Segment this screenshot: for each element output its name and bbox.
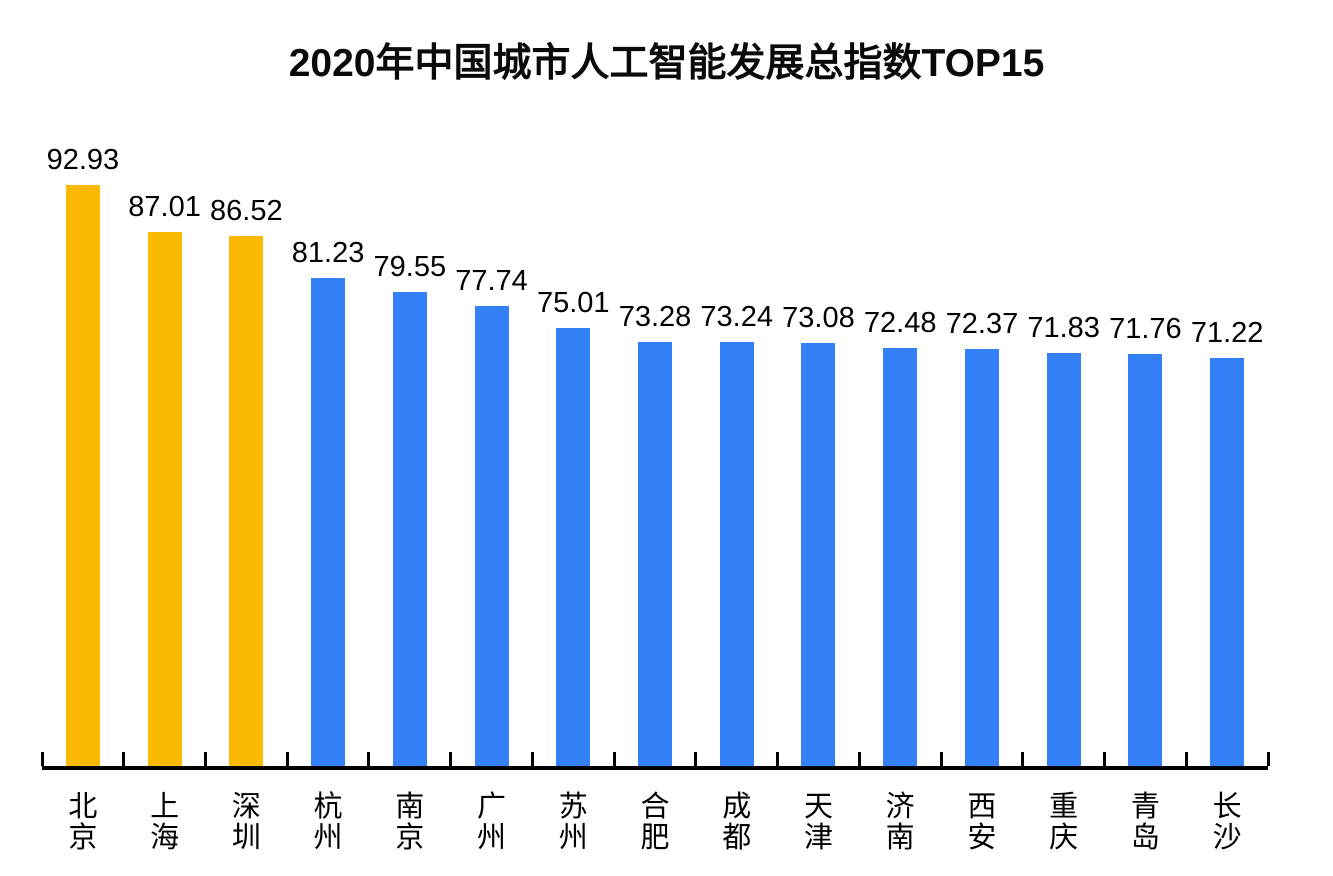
x-category-label: 重庆 [1049,791,1079,854]
value-label: 71.76 [1109,312,1182,345]
bar [65,185,100,766]
x-category-label: 西安 [967,791,997,854]
x-category-label: 天津 [803,791,833,854]
bar [801,343,836,766]
value-label: 92.93 [46,144,120,177]
x-category-label: 长沙 [1212,791,1242,854]
value-label: 86.52 [210,195,283,228]
value-label: 81.23 [291,237,365,270]
x-axis-tick [1021,752,1025,766]
value-label: 73.08 [782,302,855,335]
x-axis-line [42,766,1268,770]
value-label: 73.28 [618,300,692,333]
bar [964,349,999,766]
x-axis-tick [40,752,44,766]
x-axis-tick [203,752,207,766]
x-axis-tick [1184,752,1188,766]
bar [474,306,509,766]
value-label: 87.01 [128,191,201,224]
x-axis-tick [122,752,126,766]
x-category-label: 上海 [150,791,180,854]
bar [883,348,918,766]
x-category-label: 深圳 [231,791,261,854]
bar [556,327,591,766]
x-axis-tick [612,752,616,766]
x-axis-tick [1103,752,1107,766]
x-axis-tick [857,752,861,766]
value-label: 72.37 [945,308,1019,340]
x-category-label: 苏州 [558,791,588,854]
bar [147,232,182,766]
value-label: 73.24 [700,301,773,334]
value-label: 75.01 [536,286,610,319]
value-label: 71.22 [1190,317,1264,350]
x-category-label: 广州 [477,791,507,854]
x-axis-tick [449,752,453,766]
value-label: 79.55 [373,250,447,283]
chart-title: 2020年中国城市人工智能发展总指数TOP15 [288,42,1045,85]
bar [311,278,346,766]
x-category-label: 青岛 [1130,791,1160,854]
x-category-label: 杭州 [313,791,343,854]
value-label: 72.48 [863,307,937,340]
x-category-label: 济南 [885,791,915,854]
x-category-label: 合肥 [640,791,670,854]
x-axis-tick [939,752,943,766]
x-axis-tick [530,752,534,766]
x-axis-tick [1266,752,1270,766]
x-category-label: 成都 [722,791,752,854]
bar [392,291,427,766]
x-axis-tick [367,752,371,766]
x-category-label: 南京 [395,791,425,854]
bar [229,236,264,766]
value-label: 77.74 [455,265,528,298]
bar [638,341,672,766]
x-axis-tick [285,752,289,766]
bar [1128,353,1163,766]
bar [719,342,754,766]
bar [1210,358,1245,766]
bar [1046,353,1081,766]
x-axis-tick [694,752,698,766]
value-label: 71.83 [1027,312,1100,345]
x-axis-tick [776,752,780,766]
x-category-label: 北京 [68,791,98,854]
